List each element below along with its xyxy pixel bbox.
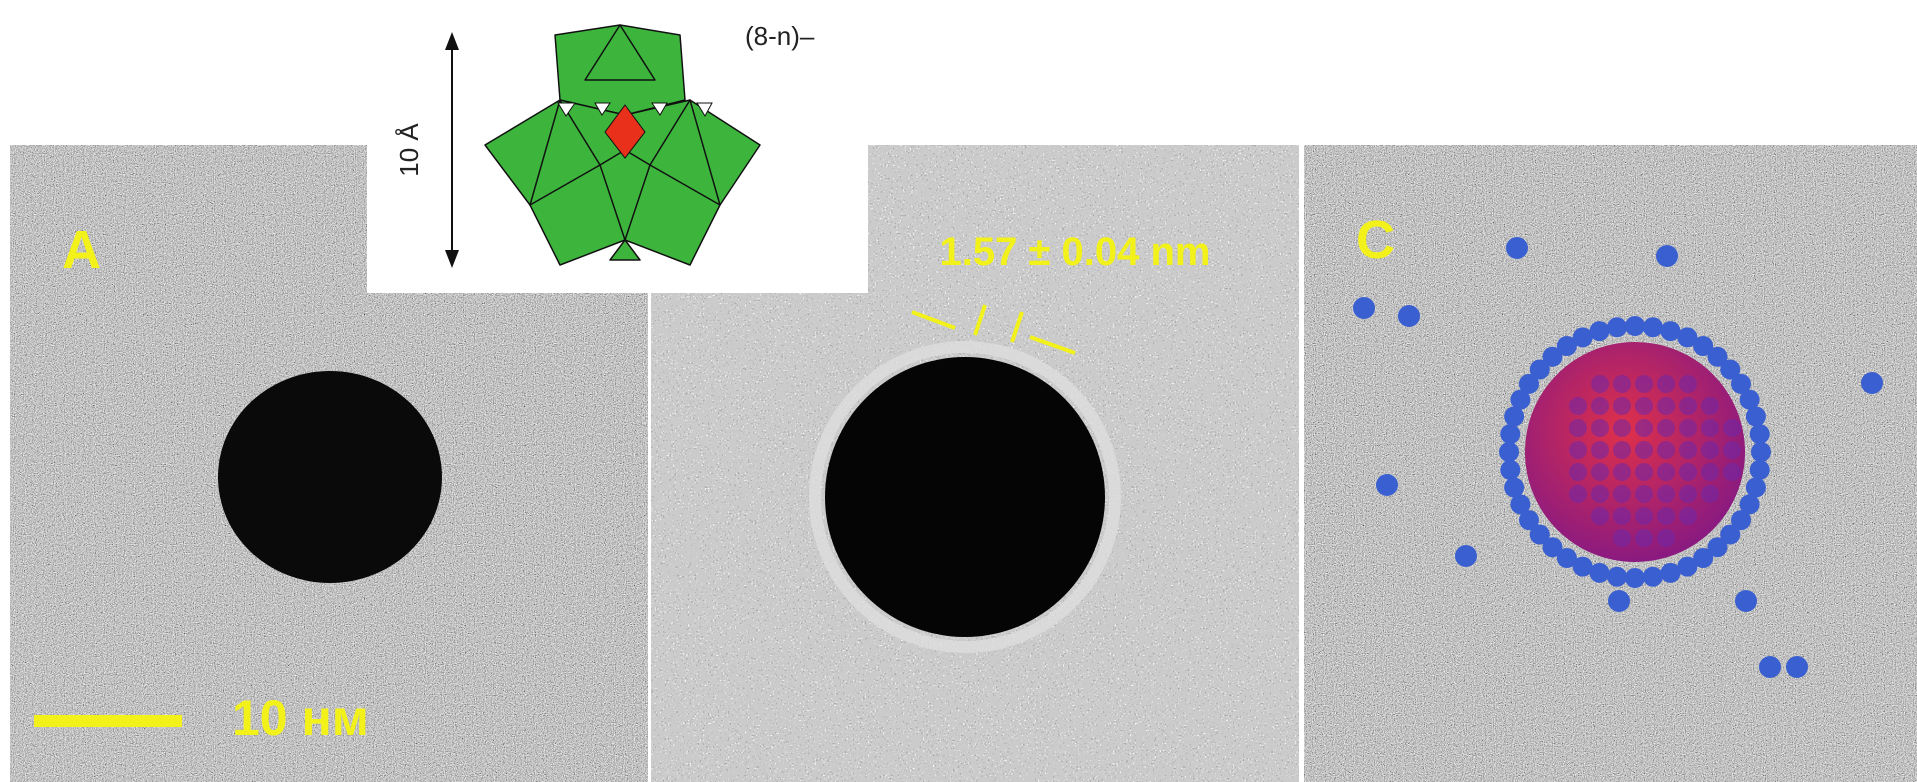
core-molecule <box>1613 507 1631 525</box>
shell-molecule <box>1750 460 1770 480</box>
core-molecule <box>1569 419 1587 437</box>
core-molecule <box>1613 529 1631 547</box>
core-molecule <box>1635 397 1653 415</box>
core-molecule <box>1635 507 1653 525</box>
shell-molecule <box>1750 424 1770 444</box>
core-molecule <box>1701 397 1719 415</box>
core-molecule <box>1569 485 1587 503</box>
shell-molecule <box>1500 424 1520 444</box>
core-molecule <box>1613 419 1631 437</box>
core-molecule <box>1635 441 1653 459</box>
measurement: 1.57 ± 0.04 nm <box>940 230 1211 274</box>
free-molecule <box>1759 656 1781 678</box>
free-molecule <box>1656 245 1678 267</box>
core-molecule <box>1635 419 1653 437</box>
shell-molecule <box>1625 568 1645 588</box>
core-molecule <box>1679 397 1697 415</box>
core-molecule <box>1723 419 1741 437</box>
core-molecule <box>1613 485 1631 503</box>
shell-molecule <box>1746 407 1766 427</box>
panel-c: C <box>1304 145 1917 782</box>
core-molecule <box>1679 463 1697 481</box>
free-molecule <box>1608 590 1630 612</box>
core-molecule <box>1657 397 1675 415</box>
free-molecule <box>1861 372 1883 394</box>
core-molecule <box>1657 419 1675 437</box>
core-molecule <box>1701 419 1719 437</box>
core-molecule <box>1591 441 1609 459</box>
core-molecule <box>1613 375 1631 393</box>
core-molecule <box>1635 375 1653 393</box>
core-molecule <box>1657 529 1675 547</box>
shell-molecule <box>1607 317 1627 337</box>
core-molecule <box>1657 463 1675 481</box>
core-molecule <box>1657 375 1675 393</box>
core-molecule <box>1679 485 1697 503</box>
core-molecule <box>1591 507 1609 525</box>
shell-molecule <box>1500 460 1520 480</box>
core-molecule <box>1613 441 1631 459</box>
core-molecule <box>1679 419 1697 437</box>
core-molecule <box>1569 397 1587 415</box>
core-molecule <box>1679 507 1697 525</box>
core-molecule <box>1701 463 1719 481</box>
core-molecule <box>1679 375 1697 393</box>
shell-molecule <box>1660 563 1680 583</box>
free-molecule <box>1398 305 1420 327</box>
free-molecule <box>1455 545 1477 567</box>
core-molecule <box>1679 441 1697 459</box>
panel-label: C <box>1356 210 1395 270</box>
free-molecule <box>1353 297 1375 319</box>
panel-label: A <box>62 220 101 280</box>
free-molecule <box>1786 656 1808 678</box>
core-molecule <box>1613 463 1631 481</box>
core-molecule <box>1591 463 1609 481</box>
core-molecule <box>1569 441 1587 459</box>
core-molecule <box>1723 441 1741 459</box>
core-molecule <box>1657 485 1675 503</box>
scale-label: 10 нм <box>232 690 369 746</box>
core-molecule <box>1591 397 1609 415</box>
core-molecule <box>1723 463 1741 481</box>
core-molecule <box>1635 485 1653 503</box>
core-molecule <box>1657 507 1675 525</box>
shell-molecule <box>1499 442 1519 462</box>
figure: A 10 нм 1.57 ± 0.04 nm C <box>0 0 1917 782</box>
nanoparticle <box>218 371 442 583</box>
shell-molecule <box>1607 567 1627 587</box>
core-molecule <box>1569 463 1587 481</box>
core-molecule <box>1591 419 1609 437</box>
inset: 10 Å (8-n)– <box>367 0 868 293</box>
shell-molecule <box>1643 567 1663 587</box>
nanoparticle <box>825 357 1105 637</box>
shell-molecule <box>1751 442 1771 462</box>
free-molecule <box>1376 474 1398 496</box>
core-molecule <box>1635 529 1653 547</box>
core-molecule <box>1701 441 1719 459</box>
core-molecule <box>1657 441 1675 459</box>
shell-molecule <box>1625 316 1645 336</box>
scale-bar <box>34 715 182 727</box>
core-molecule <box>1635 463 1653 481</box>
free-molecule <box>1506 237 1528 259</box>
size-label: 10 Å <box>394 123 424 177</box>
free-molecule <box>1735 590 1757 612</box>
shell-molecule <box>1590 321 1610 341</box>
shell-molecule <box>1643 317 1663 337</box>
charge-label: (8-n)– <box>745 21 815 51</box>
core-molecule <box>1591 485 1609 503</box>
shell-molecule <box>1504 477 1524 497</box>
core-molecule <box>1591 375 1609 393</box>
core-molecule <box>1613 397 1631 415</box>
core-molecule <box>1701 485 1719 503</box>
